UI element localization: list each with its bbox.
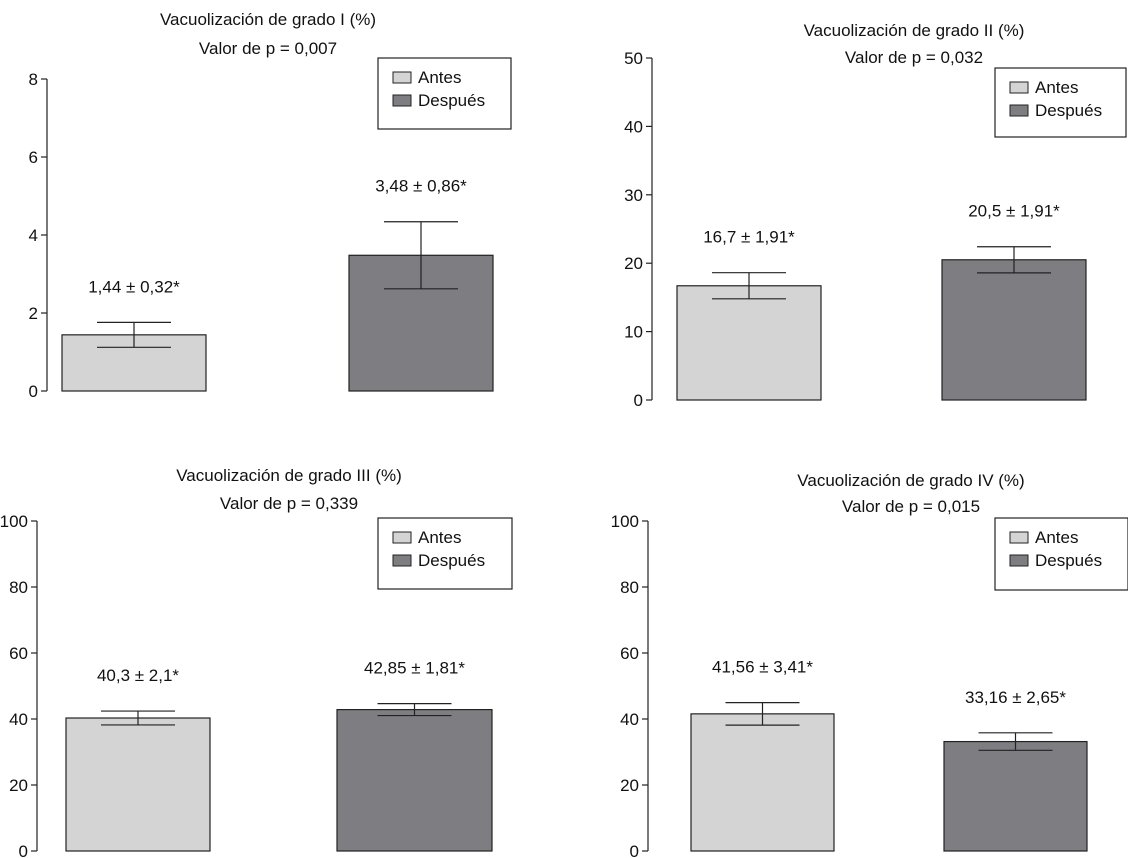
data-label: 42,85 ± 1,81* <box>364 659 465 678</box>
y-tick-label: 0 <box>19 842 28 858</box>
bar-antes <box>676 285 822 401</box>
legend-label: Después <box>1035 551 1102 570</box>
chart-subtitle: Valor de p = 0,339 <box>220 494 358 513</box>
y-tick-label: 40 <box>9 710 28 729</box>
legend-swatch <box>1009 81 1029 94</box>
data-label: 3,48 ± 0,86* <box>375 177 467 196</box>
legend-swatch <box>392 71 412 84</box>
bar-despues <box>941 259 1087 401</box>
chart-panel-1: Vacuolización de grado I (%) Valor de p =… <box>29 10 512 401</box>
y-tick-label: 2 <box>29 304 38 323</box>
legend-label: Después <box>418 551 485 570</box>
chart-panel-4: Vacuolización de grado IV (%) Valor de p … <box>611 471 1128 858</box>
legend-swatch <box>1009 554 1029 567</box>
data-label: 16,7 ± 1,91* <box>703 228 795 247</box>
legend-box <box>377 57 512 130</box>
chart-subtitle: Valor de p = 0,015 <box>842 497 980 516</box>
y-tick-label: 100 <box>0 512 28 531</box>
bar-despues <box>943 740 1088 852</box>
chart-title: Vacuolización de grado III (%) <box>176 466 402 485</box>
data-label: 1,44 ± 0,32* <box>88 277 180 296</box>
data-label: 41,56 ± 3,41* <box>712 658 813 677</box>
chart-subtitle: Valor de p = 0,007 <box>199 39 337 58</box>
bar-antes <box>690 713 835 852</box>
legend-swatch <box>392 531 412 544</box>
legend-swatch <box>1009 104 1029 117</box>
legend-label: Después <box>1035 101 1102 120</box>
legend-swatch <box>392 554 412 567</box>
legend-box <box>377 517 513 590</box>
legend-swatch <box>1009 531 1029 544</box>
bar-antes <box>65 717 211 852</box>
y-tick-label: 0 <box>29 382 38 401</box>
chart-title: Vacuolización de grado II (%) <box>804 21 1025 40</box>
y-tick-label: 0 <box>630 842 639 858</box>
chart-panel-3: Vacuolización de grado III (%) Valor de p… <box>0 466 513 858</box>
bar-despues <box>336 708 493 852</box>
y-tick-label: 100 <box>611 512 639 531</box>
chart-title: Vacuolización de grado IV (%) <box>797 471 1024 490</box>
chart-title: Vacuolización de grado I (%) <box>160 10 376 29</box>
chart-subtitle: Valor de p = 0,032 <box>845 48 983 67</box>
y-tick-label: 6 <box>29 148 38 167</box>
chart-panel-2: Vacuolización de grado II (%) Valor de p … <box>624 21 1127 410</box>
legend-box <box>994 67 1127 138</box>
y-tick-label: 20 <box>620 776 639 795</box>
y-tick-label: 40 <box>620 710 639 729</box>
y-tick-label: 80 <box>620 578 639 597</box>
y-tick-label: 10 <box>624 323 643 342</box>
y-tick-label: 4 <box>29 226 38 245</box>
legend-label: Antes <box>418 528 461 547</box>
legend-box <box>994 517 1128 591</box>
y-tick-label: 20 <box>624 254 643 273</box>
legend-label: Antes <box>418 68 461 87</box>
legend-label: Después <box>418 91 485 110</box>
y-tick-label: 60 <box>620 644 639 663</box>
y-tick-label: 80 <box>9 578 28 597</box>
legend-swatch <box>392 94 412 107</box>
y-tick-label: 30 <box>624 186 643 205</box>
y-tick-label: 40 <box>624 117 643 136</box>
y-tick-label: 50 <box>624 49 643 68</box>
legend-label: Antes <box>1035 78 1078 97</box>
data-label: 20,5 ± 1,91* <box>968 202 1060 221</box>
y-tick-label: 0 <box>634 391 643 410</box>
y-tick-label: 60 <box>9 644 28 663</box>
data-label: 40,3 ± 2,1* <box>97 666 179 685</box>
y-tick-label: 8 <box>29 70 38 89</box>
data-label: 33,16 ± 2,65* <box>965 688 1066 707</box>
y-tick-label: 20 <box>9 776 28 795</box>
legend-label: Antes <box>1035 528 1078 547</box>
